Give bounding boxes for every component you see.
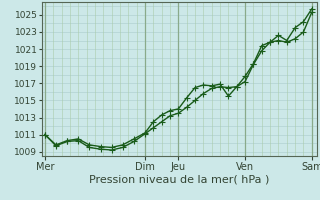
- X-axis label: Pression niveau de la mer( hPa ): Pression niveau de la mer( hPa ): [89, 174, 269, 184]
